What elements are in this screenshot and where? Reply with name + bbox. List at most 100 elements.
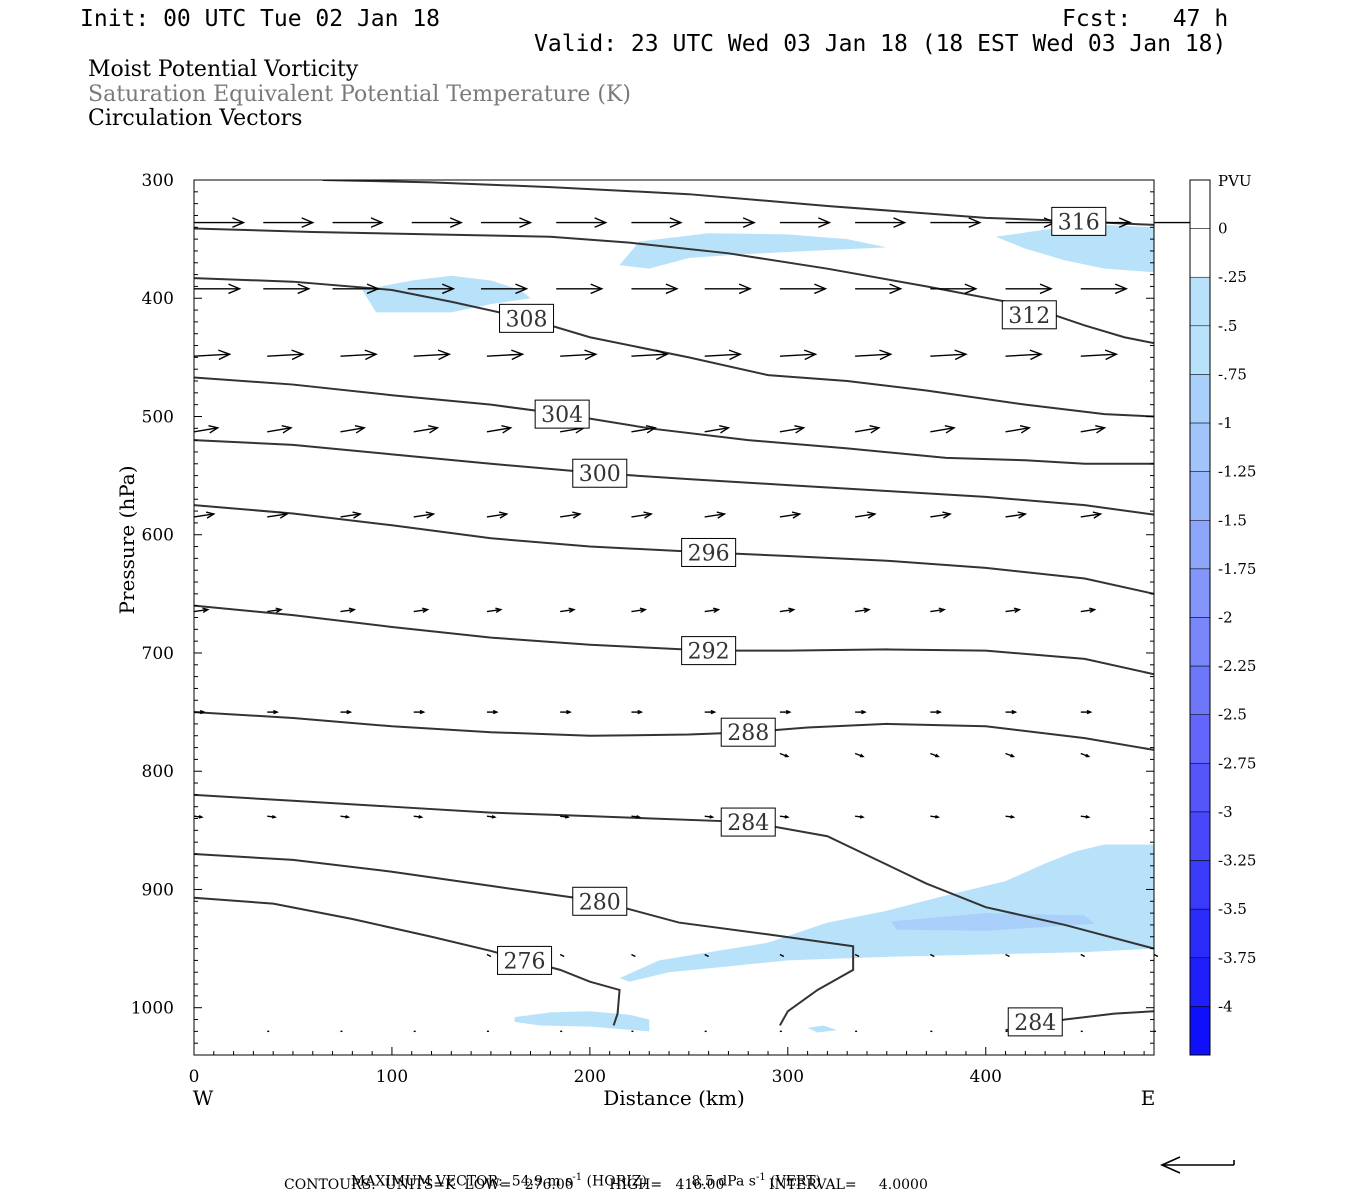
colorbar-swatch — [1189, 276, 1211, 327]
circulation-vector — [631, 953, 636, 958]
x-end-label-w: W — [193, 1086, 214, 1110]
colorbar-swatch — [1189, 325, 1211, 375]
circulation-vector — [340, 607, 357, 614]
circulation-vector — [631, 511, 654, 519]
pv-shading-region — [890, 913, 1095, 931]
contours-info: CONTOURS: UNITS=K LOW= 276.00 HIGH= 416.… — [284, 1177, 928, 1193]
colorbar-swatch — [1189, 714, 1211, 764]
pv-shading-region — [995, 224, 1154, 273]
circulation-vector — [779, 814, 790, 819]
circulation-vector — [413, 814, 424, 819]
colorbar-swatch — [1189, 860, 1211, 910]
circulation-vector — [486, 607, 503, 614]
circulation-vector — [1080, 283, 1129, 295]
circulation-vector — [1080, 607, 1097, 614]
pv-shading-region — [619, 844, 1154, 982]
circulation-vector — [340, 709, 353, 715]
contour-label: 292 — [688, 640, 730, 665]
circulation-vector — [560, 709, 572, 715]
circulation-vector — [1005, 752, 1016, 758]
circulation-vector — [486, 511, 509, 519]
y-tick-label: 900 — [142, 880, 174, 900]
pv-shading-region — [362, 275, 531, 313]
circulation-vector — [855, 814, 865, 819]
contour-label-box — [572, 458, 628, 488]
circulation-vector — [855, 709, 867, 715]
colorbar-level-label: -.25 — [1218, 268, 1247, 286]
circulation-vector — [930, 752, 940, 758]
colorbar-level-label: -1.5 — [1218, 511, 1247, 529]
contour-label: 312 — [1008, 304, 1050, 329]
contour-label: 316 — [1058, 210, 1100, 235]
contour-label: 308 — [506, 307, 548, 332]
colorbar-level-label: -.75 — [1218, 365, 1247, 383]
contour-label-box — [1051, 206, 1107, 236]
contour-label: 284 — [727, 811, 769, 836]
circulation-vector — [855, 217, 907, 228]
x-axis-title: Distance (km) — [603, 1086, 745, 1110]
title-mpv: Moist Potential Vorticity — [88, 57, 359, 82]
pv-shading-region — [807, 1025, 838, 1033]
colorbar-level-label: -2.75 — [1218, 754, 1256, 772]
circulation-vector — [704, 511, 727, 519]
circulation-vector — [1005, 953, 1010, 958]
circulation-vector — [855, 511, 877, 519]
circulation-vector — [631, 814, 642, 819]
circulation-vector — [560, 349, 598, 361]
circulation-vector — [267, 709, 279, 715]
colorbar-title: PVU — [1218, 172, 1252, 190]
theta-es-contour — [194, 852, 855, 1026]
circulation-vector — [779, 709, 792, 715]
theta-es-contour — [194, 227, 1154, 345]
circulation-vector — [704, 283, 753, 295]
y-tick-label: 500 — [142, 407, 174, 427]
circulation-vector — [854, 752, 865, 758]
circulation-vector — [631, 283, 679, 295]
circulation-vector — [930, 349, 968, 361]
colorbar-level-label: -2.5 — [1218, 706, 1247, 724]
vert-exponent: -1 — [755, 1172, 766, 1183]
contour-label-box — [1007, 1007, 1063, 1037]
horiz-value: 54.9 — [511, 1173, 543, 1190]
circulation-vector — [930, 953, 935, 958]
circulation-vector — [930, 607, 946, 614]
circulation-vector — [481, 283, 529, 295]
circulation-vector — [779, 217, 832, 228]
forecast-hour: Fcst: 47 h — [1062, 6, 1229, 32]
circulation-vector — [779, 752, 790, 758]
circulation-vector — [855, 349, 893, 361]
circulation-vector — [340, 424, 366, 434]
contour-label-box — [720, 807, 776, 837]
vert-value: 8.5 — [691, 1173, 714, 1190]
circulation-vector — [1005, 709, 1018, 715]
circulation-vector — [1005, 814, 1016, 819]
colorbar-level-label: -1 — [1218, 414, 1233, 432]
circulation-vector — [486, 709, 499, 715]
colorbar-swatch — [1189, 957, 1211, 1007]
circulation-vector — [855, 283, 903, 295]
circulation-vector — [340, 814, 351, 819]
y-tick-label: 800 — [142, 762, 174, 782]
circulation-vector — [704, 607, 721, 614]
circulation-vector — [194, 217, 246, 228]
circulation-vector — [332, 217, 384, 228]
circulation-vector — [194, 283, 242, 295]
theta-es-contour — [194, 711, 1154, 751]
contour-label-box — [681, 636, 737, 666]
circulation-vector — [413, 349, 452, 361]
contour-label-box — [572, 886, 628, 916]
contour-label-box — [1001, 300, 1057, 330]
colorbar-swatch — [1189, 908, 1211, 959]
circulation-vector — [704, 349, 743, 361]
colorbar-swatch — [1189, 520, 1211, 570]
circulation-vector — [1005, 349, 1043, 361]
circulation-vector — [556, 283, 604, 295]
circulation-vector — [930, 814, 941, 819]
colorbar-swatch — [1189, 811, 1211, 861]
circulation-vector — [193, 424, 220, 434]
circulation-vector — [1080, 752, 1091, 758]
circulation-vector — [1080, 814, 1091, 819]
circulation-vector — [1080, 511, 1103, 519]
colorbar-level-label: -.5 — [1218, 317, 1237, 335]
